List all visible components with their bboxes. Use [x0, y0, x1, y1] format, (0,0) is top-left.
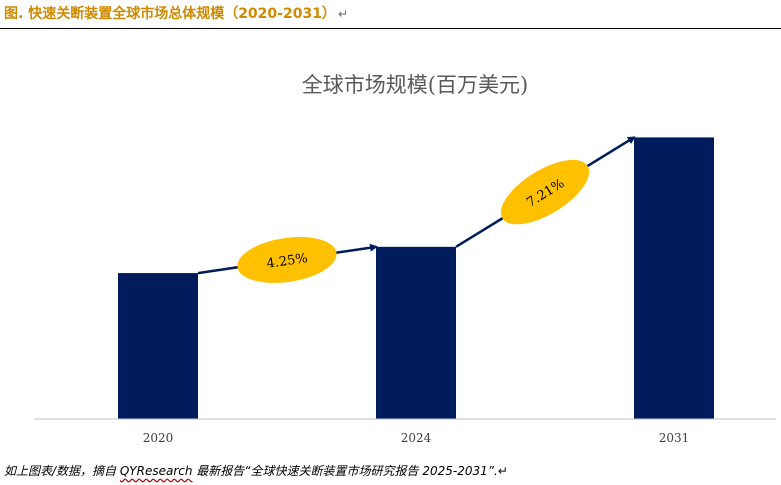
paragraph-mark-icon: ↵ — [497, 464, 508, 478]
x-tick-label-2024: 2024 — [401, 431, 432, 445]
bar-2024 — [376, 246, 456, 419]
bar-2031 — [634, 137, 714, 419]
cagr-bubble-1: 4.25% — [237, 237, 337, 283]
bar-chart: 全球市场规模(百万美元) 2020 2024 2031 4.25% 7.21% — [34, 73, 776, 445]
cagr-label-1: 4.25% — [266, 251, 309, 272]
caption-divider — [0, 28, 781, 29]
source-brand: QYResearch — [119, 464, 193, 478]
cagr-ellipse-2 — [500, 159, 590, 225]
paragraph-mark-icon: ↵ — [337, 7, 348, 21]
figure-caption: 图. 快速关断装置全球市场总体规模（2020-2031） ↵ — [4, 3, 348, 23]
source-prefix: 如上图表/数据，摘自 — [4, 464, 120, 478]
cagr-bubble-2: 7.21% — [500, 159, 590, 225]
chart-title: 全球市场规模(百万美元) — [302, 73, 528, 97]
x-tick-label-2031: 2031 — [659, 431, 690, 445]
cagr-ellipse-1 — [237, 237, 337, 283]
x-tick-label-2020: 2020 — [143, 431, 174, 445]
figure-caption-text: 图. 快速关断装置全球市场总体规模（2020-2031） — [4, 6, 336, 22]
source-note: 如上图表/数据，摘自 QYResearch 最新报告“全球快速关断装置市场研究报… — [4, 462, 508, 479]
bar-2020 — [118, 273, 198, 419]
source-suffix: 最新报告“全球快速关断装置市场研究报告 2025-2031”. — [192, 464, 498, 478]
